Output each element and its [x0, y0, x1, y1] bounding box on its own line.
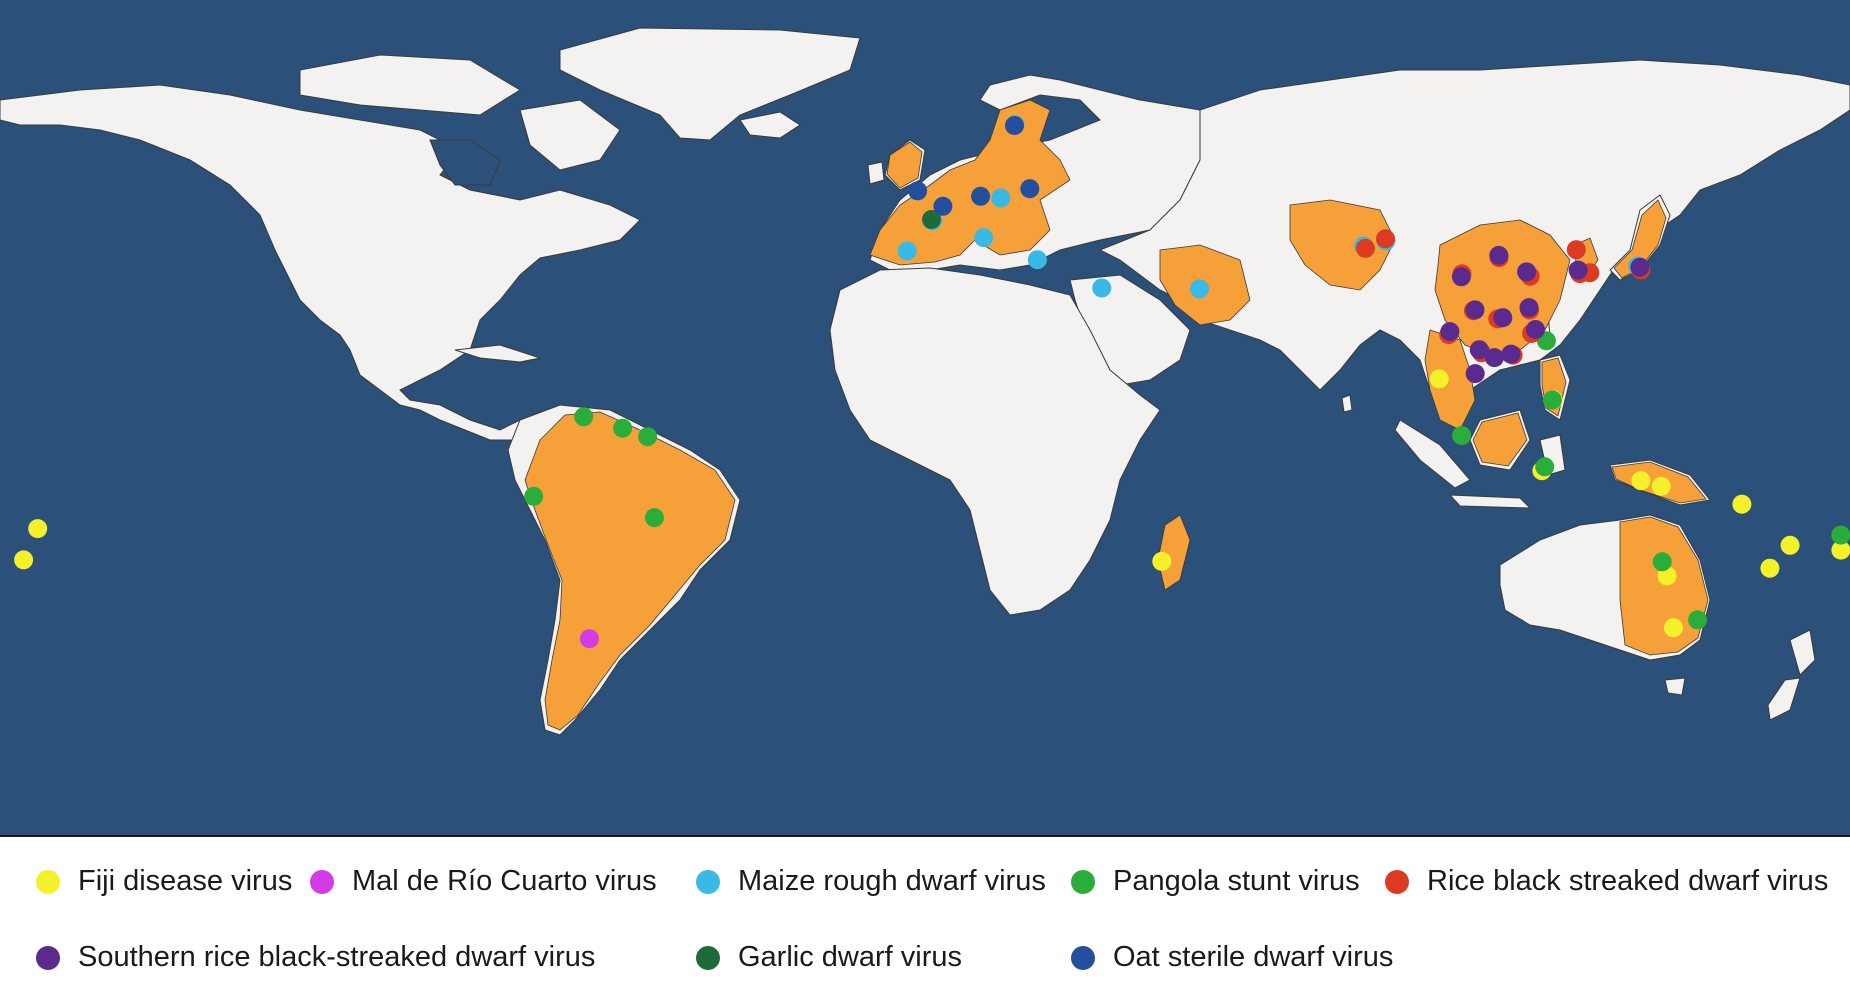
point-pangola-philippines [1542, 390, 1562, 410]
point-pangola-guyana [613, 418, 633, 438]
point-maize-czechia [991, 188, 1011, 208]
sumatra [1394, 419, 1471, 489]
point-pangola-peru [524, 486, 544, 506]
legend-item-garlic: Garlic dwarf virus [696, 941, 962, 974]
point-maize-spain [897, 241, 917, 261]
ireland [867, 161, 885, 185]
legend-swatch-mal [310, 869, 334, 894]
africa [829, 267, 1161, 616]
legend-label-fiji: Fiji disease virus [78, 865, 293, 897]
point-southern-china-1 [1451, 267, 1471, 287]
canadian-arctic-islands [299, 54, 521, 116]
point-southern-china-6 [1519, 298, 1539, 318]
point-southern-china-7 [1440, 322, 1460, 342]
point-southern-china-2 [1489, 245, 1509, 265]
legend-swatch-southern [36, 945, 60, 970]
legend: Fiji disease virus Mal de Río Cuarto vir… [0, 835, 1850, 1001]
point-fiji-madagascar [1152, 551, 1172, 571]
legend-label-mal: Mal de Río Cuarto virus [352, 865, 657, 897]
point-pangola-malaysia [1452, 426, 1472, 445]
legend-item-fiji: Fiji disease virus [36, 865, 292, 898]
point-southern-japan-1 [1568, 260, 1588, 280]
point-oat-uk [908, 181, 928, 201]
point-pangola-suriname [638, 427, 658, 447]
baffin-island [519, 99, 621, 171]
legend-item-maize: Maize rough dwarf virus [696, 865, 1046, 898]
affected-borneo [1472, 412, 1528, 467]
point-fiji-new-south-wales [1663, 618, 1683, 638]
point-pangola-venezuela [574, 407, 594, 427]
legend-label-rice: Rice black streaked dwarf virus [1427, 865, 1829, 897]
legend-label-maize: Maize rough dwarf virus [738, 865, 1046, 897]
java [1448, 494, 1532, 509]
point-southern-vietnam-1 [1465, 364, 1485, 384]
greenland [559, 27, 861, 141]
hudson-bay [429, 139, 501, 186]
legend-label-pangola: Pangola stunt virus [1113, 865, 1360, 897]
point-rice-korea-1 [1566, 240, 1586, 260]
point-mal-argentina [579, 629, 599, 649]
point-fiji-pacific-islands-west--2 [14, 550, 34, 570]
point-oat-sweden [1005, 116, 1024, 135]
point-pangola-fiji [1831, 525, 1850, 545]
legend-label-oat: Oat sterile dwarf virus [1113, 941, 1394, 973]
point-maize-greece [1027, 250, 1047, 270]
point-fiji-pacific-islands-east--4 [1831, 540, 1850, 560]
point-southern-china-8 [1469, 340, 1489, 360]
point-pangola-indonesia [1535, 457, 1555, 477]
legend-item-mal: Mal de Río Cuarto virus [310, 865, 657, 898]
world-map [0, 0, 1850, 835]
legend-swatch-pangola [1071, 869, 1095, 894]
cuba [454, 344, 542, 363]
point-southern-china-5 [1493, 308, 1513, 328]
legend-label-southern: Southern rice black-streaked dwarf virus [78, 941, 596, 973]
legend-swatch-maize [696, 869, 720, 894]
point-southern-china-10 [1526, 320, 1545, 339]
point-southern-japan-2 [1630, 257, 1650, 277]
point-fiji-pacific-islands-east--2 [1780, 535, 1800, 555]
point-rice-pakistan-1 [1355, 238, 1375, 258]
legend-swatch-fiji [36, 869, 60, 894]
legend-swatch-oat [1071, 945, 1095, 970]
point-fiji-papua-new-guinea-2 [1651, 476, 1671, 496]
point-southern-china-9 [1501, 344, 1521, 364]
point-garlic-france [922, 210, 941, 229]
point-southern-china-3 [1517, 262, 1537, 282]
affected-europe [869, 99, 1071, 266]
legend-swatch-garlic [696, 945, 720, 970]
legend-label-garlic: Garlic dwarf virus [738, 941, 962, 973]
affected-south-america [524, 411, 736, 731]
world-map-svg [0, 0, 1850, 835]
virus-occurrence-points [14, 115, 1850, 649]
point-fiji-pacific-islands-west--1 [28, 519, 48, 539]
legend-item-pangola: Pangola stunt virus [1071, 865, 1360, 898]
point-fiji-thailand [1429, 369, 1449, 389]
point-fiji-pacific-islands-east--3 [1760, 558, 1780, 578]
legend-item-southern: Southern rice black-streaked dwarf virus [36, 941, 595, 974]
point-maize-italy [974, 228, 994, 248]
point-southern-china-4 [1465, 300, 1485, 320]
point-maize-israel [1092, 278, 1112, 298]
legend-swatch-rice [1385, 869, 1409, 894]
point-fiji-papua-new-guinea-1 [1631, 471, 1651, 491]
point-pangola-australia-2 [1688, 610, 1708, 630]
legend-item-rice: Rice black streaked dwarf virus [1385, 865, 1828, 898]
point-southern-vietnam-2 [1484, 348, 1504, 368]
point-oat-poland [1020, 179, 1040, 199]
tasmania [1664, 677, 1686, 696]
point-oat-germany [971, 186, 991, 206]
iceland [739, 111, 801, 139]
point-rice-pakistan-2 [1376, 229, 1395, 249]
affected-uk [886, 141, 923, 189]
legend-item-oat: Oat sterile dwarf virus [1071, 941, 1393, 974]
affected-pakistan [1289, 199, 1396, 291]
point-oat-netherlands [933, 196, 953, 216]
new-zealand [1767, 629, 1816, 721]
point-maize-iran [1190, 279, 1209, 299]
sri-lanka [1341, 394, 1353, 413]
point-pangola-australia-1 [1652, 552, 1672, 572]
affected-eastern-australia [1619, 516, 1709, 656]
point-fiji-pacific-islands-east--1 [1732, 494, 1752, 514]
point-pangola-brazil [644, 508, 664, 528]
